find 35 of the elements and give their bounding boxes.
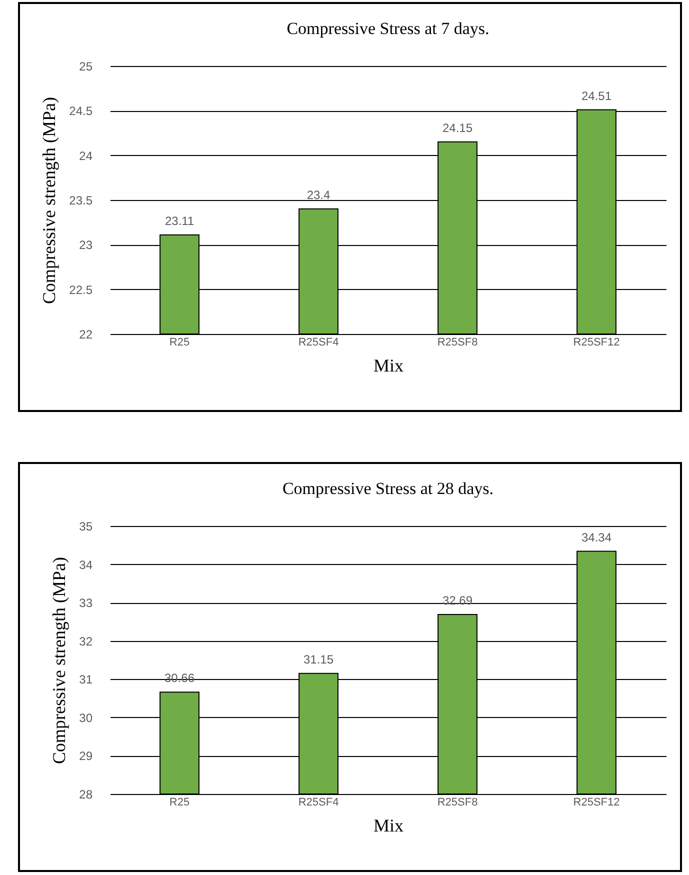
x-tick-label: R25SF8 xyxy=(437,336,478,348)
y-tick-label: 32 xyxy=(79,634,93,648)
y-tick-label: 28 xyxy=(79,788,93,802)
chart-title: Compressive Stress at 7 days. xyxy=(286,19,490,38)
y-tick-label: 22.5 xyxy=(69,282,93,297)
y-tick-label: 23 xyxy=(79,238,93,252)
y-tick-label: 25 xyxy=(79,60,93,74)
y-tick-label: 35 xyxy=(79,520,93,534)
x-tick-label: R25SF12 xyxy=(573,796,620,808)
y-tick-label: 23.5 xyxy=(69,194,93,208)
x-tick-label: R25SF8 xyxy=(437,796,478,808)
data-label: 24.15 xyxy=(442,120,473,135)
data-label: 23.4 xyxy=(306,188,330,202)
chart-title: Compressive Stress at 28 days. xyxy=(282,479,494,498)
x-tick-label: R25 xyxy=(169,336,190,348)
y-tick-label: 22 xyxy=(79,328,93,342)
y-tick-label: 24.5 xyxy=(69,104,93,118)
y-tick-label: 24 xyxy=(79,148,93,163)
y-axis-title: Compressive strength (MPa) xyxy=(49,557,70,764)
x-axis-title: Mix xyxy=(373,356,404,376)
x-tick-label: R25SF4 xyxy=(298,336,339,348)
y-tick-label: 30 xyxy=(79,710,93,725)
y-tick-label: 29 xyxy=(79,749,93,764)
x-tick-label: R25SF4 xyxy=(298,796,339,808)
x-tick-label: R25SF12 xyxy=(573,336,620,348)
x-tick-label: R25 xyxy=(169,796,190,808)
y-axis-title: Compressive strength (MPa) xyxy=(39,97,60,304)
data-label: 34.34 xyxy=(581,530,612,544)
y-tick-label: 34 xyxy=(79,558,93,572)
y-tick-label: 31 xyxy=(79,672,93,687)
data-label: 31.15 xyxy=(303,652,334,666)
data-label: 23.11 xyxy=(164,214,194,228)
y-tick-label: 33 xyxy=(79,596,93,610)
x-axis-title: Mix xyxy=(373,816,404,836)
data-label: 24.51 xyxy=(581,88,612,103)
